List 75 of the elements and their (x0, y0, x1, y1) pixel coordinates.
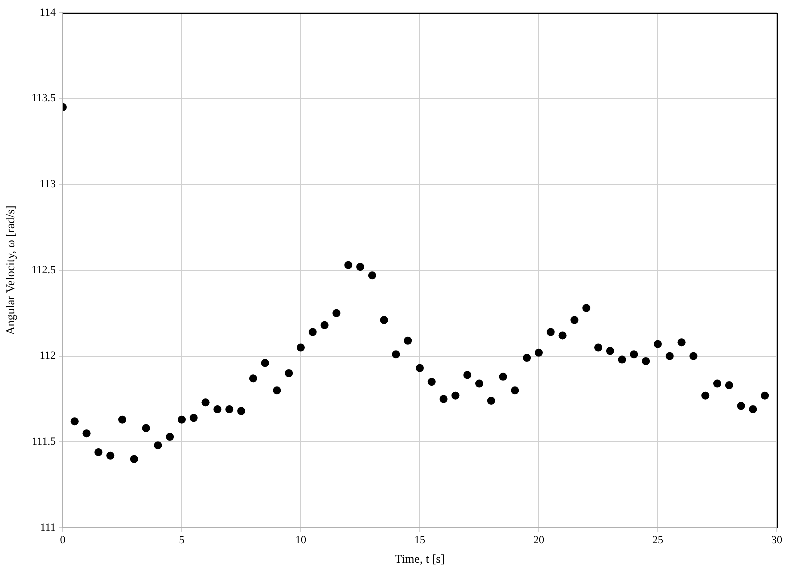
point (94, 448, 103, 456)
point (761, 392, 770, 400)
point (594, 344, 602, 352)
point (737, 402, 746, 410)
point (702, 392, 710, 400)
point (511, 386, 520, 395)
point (130, 455, 138, 464)
point (618, 356, 626, 364)
y-tick-label: 114 (40, 6, 56, 19)
point (523, 354, 532, 362)
point (320, 321, 329, 330)
point (380, 316, 388, 324)
point (202, 398, 210, 407)
point (654, 340, 662, 348)
point (725, 382, 734, 390)
point (308, 328, 317, 336)
point (690, 352, 698, 360)
point (546, 328, 555, 336)
point (606, 347, 614, 356)
y-tick-label: 112.5 (32, 264, 56, 276)
point (154, 442, 162, 450)
point (273, 386, 282, 395)
x-axis-title: Time, t [s] (395, 552, 445, 566)
x-tick-label: 20 (534, 534, 545, 546)
point (642, 357, 650, 366)
y-tick-label: 111.5 (32, 436, 56, 448)
point (487, 396, 496, 405)
point (261, 359, 270, 368)
point (344, 261, 353, 270)
point (106, 452, 115, 460)
point (178, 416, 186, 424)
point (70, 418, 79, 426)
x-tick-label: 15 (414, 534, 426, 546)
point (535, 348, 543, 357)
point (404, 336, 412, 345)
x-tick-label: 25 (652, 534, 664, 546)
point (499, 372, 508, 381)
x-tick-label: 30 (772, 534, 783, 546)
point (368, 272, 376, 280)
point (558, 332, 567, 340)
point (118, 416, 126, 424)
x-tick-label: 5 (179, 534, 186, 546)
point (678, 338, 686, 347)
point (428, 378, 436, 386)
point (582, 304, 591, 312)
y-axis-title: Angular Velocity, ω [rad/s] (3, 206, 18, 336)
point (570, 316, 579, 324)
point (416, 364, 424, 372)
point (332, 309, 341, 318)
point (392, 350, 400, 359)
x-tick-label: 0 (60, 534, 66, 546)
point (226, 406, 234, 414)
y-tick-label: 112 (40, 350, 56, 362)
point (356, 263, 364, 272)
point (249, 374, 258, 383)
y-tick-label: 113 (40, 178, 56, 191)
point (166, 433, 174, 442)
x-tick-label: 10 (296, 534, 307, 546)
point (749, 406, 758, 414)
point (297, 344, 305, 352)
point (190, 414, 198, 422)
point (440, 395, 448, 404)
point (142, 424, 150, 432)
point (285, 370, 294, 378)
point (714, 380, 722, 388)
point (464, 371, 472, 380)
point (214, 406, 222, 414)
y-tick-label: 111 (40, 522, 56, 534)
point (666, 352, 674, 360)
point (476, 380, 484, 388)
point (630, 350, 638, 359)
y-tick-label: 113.5 (32, 92, 56, 105)
point (82, 430, 91, 438)
point (238, 407, 246, 416)
point (452, 392, 460, 400)
